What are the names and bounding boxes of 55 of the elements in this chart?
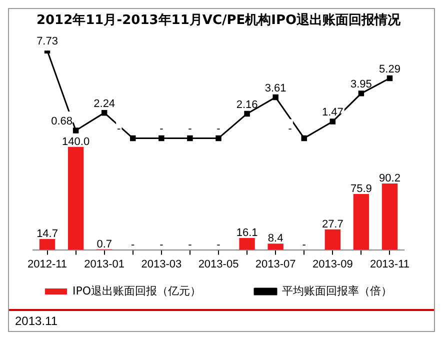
data-label: 7.73	[36, 36, 58, 48]
data-label: -	[117, 123, 122, 136]
data-label: -	[288, 123, 292, 136]
data-label: 3.95	[350, 78, 372, 90]
x-tick-label: 2012-11	[27, 258, 68, 270]
point	[244, 110, 250, 117]
data-label: 8.4	[268, 232, 284, 245]
point	[101, 110, 108, 116]
data-label: 0.7	[96, 238, 112, 250]
point	[272, 94, 278, 100]
bar	[239, 238, 255, 250]
data-label: 140.0	[62, 136, 90, 148]
x-tick-label: 2013-03	[141, 258, 182, 270]
data-label: 90.2	[379, 172, 400, 184]
data-label: 14.7	[36, 228, 58, 240]
point	[72, 128, 79, 134]
bar	[382, 183, 398, 250]
x-tick-label: 2013-01	[84, 258, 125, 270]
data-label: 75.9	[350, 183, 372, 196]
data-label: -	[216, 123, 221, 136]
x-tick-label: 2013-11	[370, 258, 410, 270]
point	[301, 135, 307, 142]
x-tick-label: 2013-07	[255, 258, 296, 270]
x-tick-label: 2013-09	[312, 258, 353, 270]
data-label: 0.68	[51, 116, 73, 128]
point	[386, 75, 393, 82]
bar	[324, 229, 340, 250]
data-label: 2.16	[236, 98, 258, 111]
data-label: 27.7	[322, 218, 344, 230]
legend-label: IPO退出账面回报（亿元）	[72, 284, 202, 298]
data-label: -	[302, 238, 306, 251]
bar	[353, 194, 370, 250]
bar	[39, 238, 56, 250]
data-label: -	[160, 238, 164, 251]
point	[216, 135, 222, 142]
data-label: 16.1	[236, 226, 258, 239]
bar	[268, 244, 284, 250]
data-label: -	[188, 238, 192, 251]
data-label: -	[160, 123, 164, 136]
point	[330, 118, 336, 124]
text: 2013.11	[15, 314, 58, 328]
chart-title: 2012年11月-2013年11月VC/PE机构IPO退出账面回报情况	[36, 12, 402, 28]
data-label: -	[188, 123, 192, 136]
data-label: 2.24	[94, 98, 116, 110]
legend-label: 平均账面回报率（倍）	[282, 284, 392, 298]
bar	[68, 146, 84, 250]
data-label: 3.61	[264, 82, 286, 94]
point	[158, 135, 164, 142]
point	[130, 135, 136, 142]
data-label: -	[131, 238, 136, 251]
point	[358, 90, 364, 96]
data-label: 5.29	[379, 63, 400, 76]
x-tick-label: 2013-05	[198, 258, 239, 270]
point	[187, 135, 193, 142]
data-label: -	[216, 238, 221, 251]
